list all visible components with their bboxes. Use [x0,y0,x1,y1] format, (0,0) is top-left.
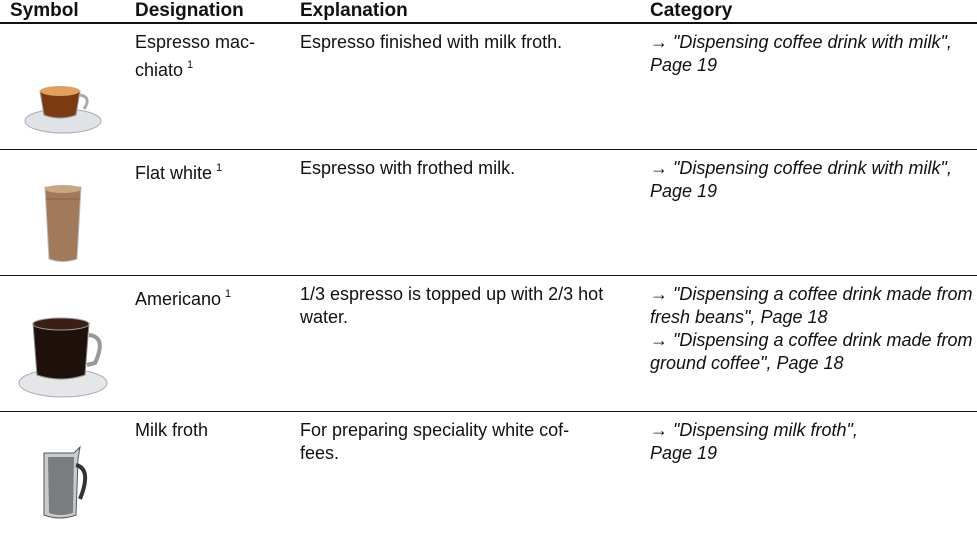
text: Page 18 [760,307,827,327]
text: 1 [225,288,231,300]
text: Page 18 [777,353,844,373]
text: "Dispensing milk froth", [673,420,858,440]
text: Page 19 [650,443,717,463]
text: 1 [216,162,222,174]
symbol [0,276,125,412]
text: Page 19 [650,181,717,201]
header-cell: Symbol [0,0,125,23]
text: → [650,330,668,350]
symbol [0,23,125,150]
page: Symbol Designation Explanation Category … [0,0,977,462]
designation: Flat white 1 [125,150,290,276]
category: → "Dispensing coffee drink with milk", P… [640,23,977,150]
explanation: 1/3 espresso is topped up with 2/3 hot w… [290,276,640,412]
text: → [650,158,668,178]
category: → "Dispensing milk froth", Page 19 [640,412,977,537]
text: "Dispensing coffee drink with milk", [673,158,952,178]
text: Americano [135,289,221,309]
explanation: Espresso finished with milk froth. [290,23,640,150]
text: → [650,32,668,52]
americano-icon [13,305,113,405]
header-row: Symbol Designation Explanation Category [0,0,977,23]
header-cell: Designation [125,0,290,23]
header-cell: Category [640,0,977,23]
category: → "Dispensing coffee drink with milk", P… [640,150,977,276]
text: "Dispensing coffee drink with milk", [673,32,952,52]
milk-jug-icon [18,441,108,531]
row: Milk froth For preparing speciality whit… [0,412,977,537]
symbol [0,150,125,276]
text: Page 19 [650,55,717,75]
category: → "Dispensing a coffee drink made from f… [640,276,977,412]
text: Flat white [135,163,212,183]
header-cell: Explanation [290,0,640,23]
explanation: Espresso with frothed milk. [290,150,640,276]
text: → [650,420,668,440]
designation: Americano 1 [125,276,290,412]
symbol [0,412,125,537]
text: 1 [187,59,193,71]
text: → [650,284,668,304]
explanation: For preparing speciality white cof- fees… [290,412,640,537]
text: Espresso mac- chiato [135,32,255,80]
flat-white-icon [18,179,108,269]
espresso-icon [18,53,108,143]
row: Americano 1 1/3 espresso is topped up wit… [0,276,977,412]
designation: Milk froth [125,412,290,537]
